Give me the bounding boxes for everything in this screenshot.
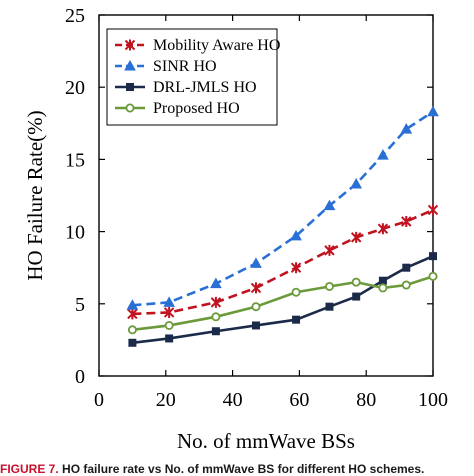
data-point	[324, 244, 335, 256]
data-point	[400, 123, 413, 134]
data-point	[290, 229, 302, 241]
figure-caption: FIGURE 7. HO failure rate vs No. of mmWa…	[0, 462, 474, 476]
data-point	[210, 296, 222, 308]
series-2	[126, 105, 439, 310]
data-point	[250, 257, 262, 268]
series-1	[127, 204, 439, 320]
series-line	[132, 110, 434, 307]
x-axis-title: No. of mmWave BSs	[177, 429, 355, 453]
legend: Mobility Aware HO SINR HO DRL-JMLS HO Propo…	[106, 28, 280, 126]
data-point	[427, 204, 439, 216]
legend-label: Mobility Aware HO	[153, 37, 280, 54]
legend-marker	[126, 83, 134, 91]
y-tick-label: 0	[75, 366, 85, 388]
data-point	[401, 280, 411, 290]
data-point	[250, 282, 262, 294]
axes: 0 20 40 60 80 100 0 5 10 15 20 25 No. of mmWave BSs H…	[23, 5, 448, 453]
series-3	[128, 252, 437, 347]
x-tick-label: 80	[356, 389, 376, 411]
data-point	[165, 334, 174, 343]
data-point	[351, 277, 361, 287]
data-point	[429, 252, 437, 261]
x-tick-label: 40	[223, 389, 243, 411]
data-point	[323, 199, 336, 211]
data-point	[350, 177, 363, 189]
data-point	[210, 277, 222, 289]
y-tick-label: 25	[65, 5, 85, 27]
legend-entry: DRL-JMLS HO	[115, 79, 257, 96]
data-point	[126, 299, 139, 310]
legend-marker	[125, 103, 135, 113]
y-tick-label: 10	[65, 222, 85, 244]
legend-label: Proposed HO	[153, 100, 240, 117]
x-tick-label: 60	[289, 389, 309, 411]
legend-label: SINR HO	[153, 58, 217, 75]
figure-caption-text: HO failure rate vs No. of mmWave BS for …	[62, 462, 425, 476]
legend-entry: SINR HO	[115, 58, 217, 75]
legend-marker	[124, 59, 136, 71]
data-point	[163, 296, 175, 307]
legend-entry: Mobility Aware HO	[115, 37, 280, 54]
legend-label: DRL-JMLS HO	[153, 79, 257, 96]
data-point	[211, 327, 220, 336]
legend-marker	[124, 39, 136, 51]
data-point	[128, 338, 137, 347]
data-point	[292, 315, 301, 324]
data-point	[127, 325, 137, 335]
series-line	[132, 254, 434, 345]
data-point	[377, 223, 389, 235]
plot-frame	[98, 14, 434, 377]
data-point	[211, 312, 221, 322]
data-point	[164, 320, 174, 330]
x-tick-label: 20	[156, 389, 176, 411]
data-point	[163, 306, 175, 318]
figure-label: FIGURE 7.	[0, 462, 59, 476]
data-point	[402, 263, 411, 272]
data-point	[352, 292, 361, 301]
series-line	[132, 208, 434, 316]
x-tick-label: 0	[94, 389, 104, 411]
data-point	[251, 302, 261, 312]
y-tick-label: 15	[65, 149, 85, 171]
data-point	[427, 105, 439, 117]
data-point	[290, 262, 302, 274]
data-point	[325, 302, 334, 311]
y-tick-label: 20	[65, 77, 85, 99]
data-point	[378, 283, 388, 293]
data-point	[378, 276, 387, 285]
line-chart: 0 20 40 60 80 100 0 5 10 15 20 25 No. of mmWave BSs H…	[23, 5, 448, 453]
data-point	[291, 287, 301, 297]
data-point	[350, 231, 362, 243]
data-point	[324, 281, 334, 291]
data-point	[401, 215, 412, 227]
series-line	[132, 275, 434, 332]
y-tick-label: 5	[75, 294, 85, 316]
y-axis-title: HO Failure Rate(%)	[23, 110, 47, 280]
x-tick-label: 100	[418, 389, 448, 411]
data-point	[377, 149, 389, 160]
data-point	[127, 308, 138, 320]
plot-area	[126, 105, 439, 347]
data-point	[251, 321, 260, 330]
series-4	[127, 271, 438, 335]
legend-entry: Proposed HO	[115, 100, 240, 117]
data-point	[428, 271, 438, 281]
